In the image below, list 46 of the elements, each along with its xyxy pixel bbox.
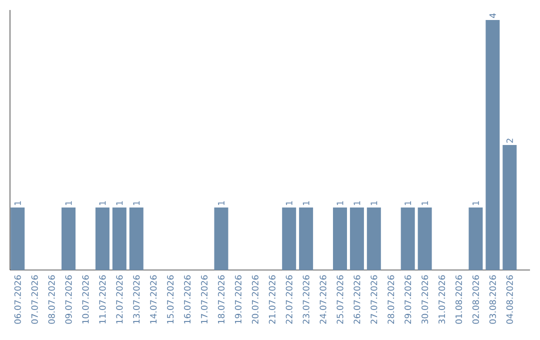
data-label: 1 bbox=[422, 201, 428, 205]
x-tick-label: 19.07.2026 bbox=[234, 275, 242, 324]
x-tick-label: 29.07.2026 bbox=[404, 275, 412, 324]
data-label: 1 bbox=[354, 201, 360, 205]
x-tick-label: 08.07.2026 bbox=[48, 275, 55, 324]
x-tick-label: 11.07.2026 bbox=[99, 275, 106, 324]
x-tick-label: 13.07.2026 bbox=[133, 275, 140, 324]
x-tick-label: 30.07.2026 bbox=[422, 275, 428, 324]
data-label: 1 bbox=[302, 201, 310, 205]
data-label: 1 bbox=[472, 201, 479, 205]
x-tick-label: 20.07.2026 bbox=[252, 275, 258, 324]
data-label: 1 bbox=[218, 201, 224, 205]
data-label: 2 bbox=[506, 138, 513, 143]
x-tick-label: 14.07.2026 bbox=[150, 275, 157, 324]
x-tick-label: 04.08.2026 bbox=[506, 275, 513, 324]
x-tick-label: 01.08.2026 bbox=[455, 275, 462, 324]
data-label: 1 bbox=[14, 201, 21, 205]
x-tick-label: 28.07.2026 bbox=[388, 275, 394, 324]
x-tick-label: 09.07.2026 bbox=[65, 275, 72, 324]
x-tick-label: 06.07.2026 bbox=[14, 275, 21, 324]
x-tick-label: 10.07.2026 bbox=[82, 275, 89, 324]
x-tick-label: 26.07.2026 bbox=[354, 275, 360, 324]
x-tick-label: 07.07.2026 bbox=[31, 275, 38, 324]
data-label: 1 bbox=[99, 201, 106, 205]
x-tick-label: 17.07.2026 bbox=[200, 275, 208, 324]
x-tick-label: 25.07.2026 bbox=[336, 275, 344, 324]
x-tick-label: 22.07.2026 bbox=[286, 275, 292, 324]
x-tick-label: 31.07.2026 bbox=[438, 275, 446, 324]
data-label: 4 bbox=[490, 13, 496, 18]
x-tick-label: 27.07.2026 bbox=[370, 275, 378, 324]
x-tick-label: 16.07.2026 bbox=[184, 275, 191, 324]
x-tick-label: 15.07.2026 bbox=[167, 275, 174, 324]
data-label: 1 bbox=[336, 201, 344, 205]
data-label: 1 bbox=[65, 201, 72, 205]
x-tick-label: 23.07.2026 bbox=[302, 275, 310, 324]
x-tick-label: 18.07.2026 bbox=[218, 275, 225, 324]
x-tick-label: 02.08.2026 bbox=[472, 275, 479, 324]
x-tick-label: 21.07.2026 bbox=[268, 275, 276, 324]
data-label: 1 bbox=[116, 201, 123, 205]
x-tick-label: 24.07.2026 bbox=[320, 275, 326, 324]
data-label: 1 bbox=[404, 201, 412, 205]
data-label: 1 bbox=[370, 201, 378, 205]
x-tick-label: 12.07.2026 bbox=[116, 275, 123, 324]
x-tick-label: 03.08.2026 bbox=[489, 275, 496, 324]
data-label: 1 bbox=[286, 201, 292, 205]
data-label: 1 bbox=[133, 201, 140, 205]
